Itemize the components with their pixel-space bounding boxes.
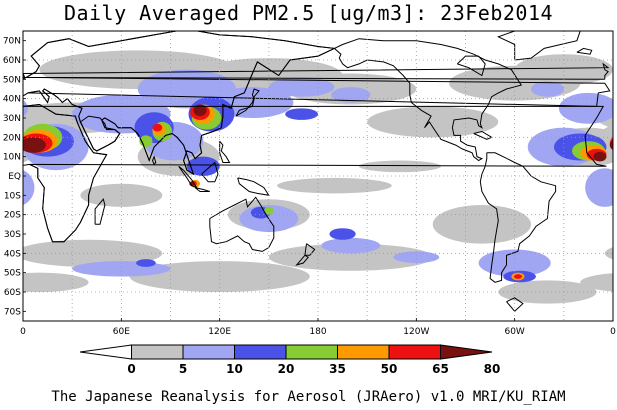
colorbar-label: 20 — [278, 362, 295, 376]
blob-so-indian-gray-wrap — [604, 247, 613, 260]
coast-greenland — [496, 31, 581, 61]
blob-eqpac2-gray — [358, 160, 441, 173]
blob-gulfguinea-lblue-wrap — [23, 170, 35, 206]
blob-so-indian-gray — [23, 239, 163, 267]
coast-philippines — [219, 140, 231, 163]
colorbar-label: 80 — [484, 362, 501, 376]
lat-label: 50S — [4, 269, 21, 279]
map-title: Daily Averaged PM2.5 [ug/m3]: 23Feb2014 — [63, 1, 554, 25]
footer-credit: The Japanese Reanalysis for Aerosol (JRA… — [51, 389, 566, 405]
blob-spac-blue — [329, 228, 356, 240]
coast-n-america — [334, 38, 522, 162]
lat-label: 40S — [4, 249, 21, 259]
blob-natl-lblue-wrap — [23, 99, 28, 117]
coast-iceland — [576, 47, 593, 55]
lat-label: EQ — [8, 172, 21, 182]
blob-atl-maroon — [593, 151, 607, 162]
coast-australia — [209, 196, 275, 252]
blob-chile-gray — [432, 205, 532, 244]
coast-sri-lanka — [151, 155, 157, 165]
colorbar-lower-triangle — [79, 344, 132, 360]
blob-europe-gray — [514, 54, 613, 86]
lat-label: 70N — [3, 37, 21, 47]
lon-label: 120E — [208, 327, 231, 337]
lat-label: 30N — [3, 114, 21, 124]
colorbar-segment — [388, 344, 441, 360]
lat-label: 30S — [4, 230, 21, 240]
colorbar-upper-triangle — [440, 344, 493, 360]
blob-spac-lblue — [321, 237, 381, 254]
lon-label: 120W — [403, 327, 429, 337]
blob-npac2-lblue — [331, 87, 371, 103]
lat-label: 70S — [4, 307, 21, 317]
colorbar-segment — [234, 344, 287, 360]
blob-spacific-gray — [268, 243, 433, 271]
lat-label: 40N — [3, 95, 21, 105]
colorbar-segment — [285, 344, 338, 360]
blob-spac2-lblue — [393, 251, 440, 263]
lon-label: 0 — [610, 327, 616, 337]
lat-label: 10S — [4, 191, 21, 201]
coast-antarctic-pen — [506, 297, 524, 313]
coast-nz-south — [295, 254, 309, 266]
colorbar-label: 35 — [329, 362, 346, 376]
blob-arg-red — [513, 274, 523, 279]
latitude-labels: 70N 60N 50N 40N 30N 20N 10N EQ 10S 20S 30S 40S 50S 60… — [3, 37, 26, 317]
coast-borneo — [201, 161, 219, 183]
blob-gulfguinea-lblue — [585, 168, 613, 207]
coast-uk-wrap — [23, 72, 26, 79]
lon-label: 60E — [113, 327, 130, 337]
coast-madagascar — [94, 198, 106, 225]
blob-india-red — [152, 123, 163, 132]
blob-so-blue — [136, 259, 156, 267]
graticule — [23, 31, 613, 321]
blob-sea-blue — [186, 156, 220, 176]
coast-nz — [304, 243, 316, 256]
coast-africa-wrap — [23, 103, 108, 243]
colorbar-segment — [337, 344, 390, 360]
coast-s-america — [479, 152, 557, 283]
blob-natl-lblue — [558, 92, 613, 124]
blob-sahel-maroon — [23, 137, 46, 153]
colorbar-label: 50 — [381, 362, 398, 376]
colorbar-label: 65 — [432, 362, 449, 376]
lat-label: 20S — [4, 211, 21, 221]
lat-label: 10N — [3, 153, 21, 163]
lon-label: 0 — [20, 327, 26, 337]
lon-label: 60W — [504, 327, 524, 337]
lon-label: 180 — [309, 327, 326, 337]
colorbar-label: 10 — [226, 362, 243, 376]
colorbar-label: 5 — [179, 362, 187, 376]
lat-label: 20N — [3, 133, 21, 143]
lat-label: 60S — [4, 288, 21, 298]
blob-npac-blue — [285, 108, 318, 120]
blob-sahel-maroon-wrap — [609, 139, 613, 151]
blob-pacific-gray — [367, 106, 499, 138]
blob-so-ocean-gray — [129, 261, 310, 292]
longitude-labels: 0 60E 120E 180 120W 60W 0 — [20, 318, 616, 337]
blob-natl2-lblue — [531, 81, 564, 97]
coast-arabia — [79, 115, 121, 152]
blob-aus-green — [263, 206, 274, 215]
lat-label: 50N — [3, 75, 21, 85]
coast-japan — [235, 88, 260, 117]
lat-label: 60N — [3, 56, 21, 66]
blob-eqpac-gray — [277, 177, 392, 194]
colorbar-label: 0 — [127, 362, 135, 376]
blob-china-maroon — [193, 104, 207, 117]
colorbar: 0 5 10 20 35 50 65 80 — [79, 344, 501, 376]
coast-java — [194, 187, 210, 192]
colorbar-segment — [131, 344, 184, 360]
coast-hudson — [456, 55, 486, 77]
colorbar-segment — [182, 344, 235, 360]
blob-south-gray-wrap — [580, 273, 613, 292]
